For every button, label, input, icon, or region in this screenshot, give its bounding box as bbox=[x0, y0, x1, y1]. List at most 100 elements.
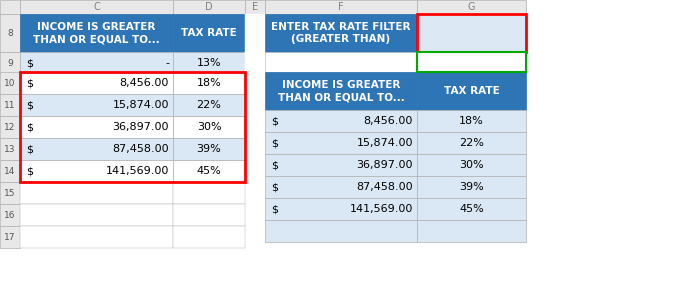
Bar bbox=[173, 52, 245, 74]
Text: 30%: 30% bbox=[459, 160, 484, 170]
Text: 9: 9 bbox=[7, 59, 13, 67]
Bar bbox=[0, 0, 20, 14]
Text: 8: 8 bbox=[7, 28, 13, 38]
Bar bbox=[417, 132, 526, 154]
Bar bbox=[265, 198, 417, 220]
Bar bbox=[265, 0, 417, 14]
Text: 87,458.00: 87,458.00 bbox=[356, 182, 413, 192]
Text: 141,569.00: 141,569.00 bbox=[105, 166, 169, 176]
Bar bbox=[173, 72, 245, 94]
Bar bbox=[0, 138, 20, 160]
Bar bbox=[173, 116, 245, 138]
Bar bbox=[265, 154, 417, 176]
Bar bbox=[20, 204, 173, 226]
Bar bbox=[20, 94, 173, 116]
Text: 45%: 45% bbox=[196, 166, 222, 176]
Bar bbox=[20, 116, 173, 138]
Bar bbox=[20, 182, 173, 204]
Text: F: F bbox=[338, 2, 344, 12]
Bar bbox=[0, 226, 20, 248]
Text: 22%: 22% bbox=[459, 138, 484, 148]
Bar bbox=[173, 204, 245, 226]
Text: $: $ bbox=[26, 78, 33, 88]
Bar bbox=[245, 14, 265, 52]
Text: $: $ bbox=[271, 160, 278, 170]
Bar bbox=[20, 0, 173, 14]
Text: 36,897.00: 36,897.00 bbox=[356, 160, 413, 170]
Bar bbox=[173, 0, 245, 14]
Bar bbox=[173, 94, 245, 116]
Text: TAX RATE: TAX RATE bbox=[181, 28, 237, 38]
Bar bbox=[245, 182, 265, 204]
Bar bbox=[417, 14, 526, 52]
Text: 18%: 18% bbox=[459, 116, 484, 126]
Text: $: $ bbox=[26, 122, 33, 132]
Text: ENTER TAX RATE FILTER
(GREATER THAN): ENTER TAX RATE FILTER (GREATER THAN) bbox=[272, 22, 411, 44]
Text: 45%: 45% bbox=[459, 204, 484, 214]
Text: 8,456.00: 8,456.00 bbox=[364, 116, 413, 126]
Bar bbox=[20, 52, 173, 74]
Bar bbox=[0, 14, 20, 52]
Bar bbox=[20, 14, 173, 52]
Bar bbox=[0, 94, 20, 116]
Bar bbox=[245, 204, 265, 226]
Bar bbox=[0, 72, 20, 94]
Bar bbox=[265, 52, 417, 72]
Text: 15,874.00: 15,874.00 bbox=[112, 100, 169, 110]
Bar bbox=[0, 204, 20, 226]
Text: 13: 13 bbox=[4, 144, 16, 154]
Text: $: $ bbox=[26, 58, 33, 68]
Text: G: G bbox=[468, 2, 475, 12]
Text: $: $ bbox=[26, 100, 33, 110]
Text: 39%: 39% bbox=[196, 144, 222, 154]
Text: 16: 16 bbox=[4, 210, 16, 219]
Text: D: D bbox=[205, 2, 213, 12]
Text: $: $ bbox=[26, 144, 33, 154]
Text: 30%: 30% bbox=[197, 122, 222, 132]
Bar bbox=[173, 226, 245, 248]
Bar bbox=[417, 72, 526, 110]
Text: $: $ bbox=[271, 138, 278, 148]
Bar bbox=[417, 0, 526, 14]
Text: 15%: 15% bbox=[425, 26, 453, 40]
Text: 87,458.00: 87,458.00 bbox=[112, 144, 169, 154]
Text: 22%: 22% bbox=[196, 100, 222, 110]
Bar bbox=[173, 138, 245, 160]
Bar bbox=[245, 72, 265, 94]
Bar bbox=[245, 160, 265, 182]
Text: 11: 11 bbox=[4, 100, 16, 110]
Bar bbox=[245, 94, 265, 116]
Text: 17: 17 bbox=[4, 233, 16, 241]
Bar bbox=[245, 0, 265, 14]
Text: 15,874.00: 15,874.00 bbox=[356, 138, 413, 148]
Text: 14: 14 bbox=[4, 166, 16, 176]
Bar bbox=[20, 72, 173, 94]
Bar bbox=[20, 160, 173, 182]
Text: $: $ bbox=[271, 182, 278, 192]
Bar bbox=[0, 52, 20, 74]
Bar bbox=[245, 116, 265, 138]
Text: 12: 12 bbox=[4, 122, 16, 132]
Bar bbox=[265, 220, 417, 242]
Bar bbox=[245, 226, 265, 248]
Bar bbox=[0, 160, 20, 182]
Bar bbox=[245, 138, 265, 160]
Text: $: $ bbox=[271, 204, 278, 214]
Text: -: - bbox=[165, 58, 169, 68]
Text: $: $ bbox=[26, 166, 33, 176]
Text: E: E bbox=[252, 2, 258, 12]
Bar bbox=[417, 110, 526, 132]
Bar bbox=[417, 176, 526, 198]
Bar bbox=[173, 160, 245, 182]
Text: INCOME IS GREATER
THAN OR EQUAL TO...: INCOME IS GREATER THAN OR EQUAL TO... bbox=[278, 80, 404, 102]
Bar bbox=[173, 14, 245, 52]
Bar bbox=[0, 116, 20, 138]
Text: TAX RATE: TAX RATE bbox=[444, 86, 499, 96]
Bar bbox=[20, 226, 173, 248]
Bar bbox=[173, 182, 245, 204]
Bar bbox=[417, 198, 526, 220]
Bar bbox=[265, 132, 417, 154]
Text: 10: 10 bbox=[4, 79, 16, 88]
Bar bbox=[20, 138, 173, 160]
Text: $: $ bbox=[271, 116, 278, 126]
